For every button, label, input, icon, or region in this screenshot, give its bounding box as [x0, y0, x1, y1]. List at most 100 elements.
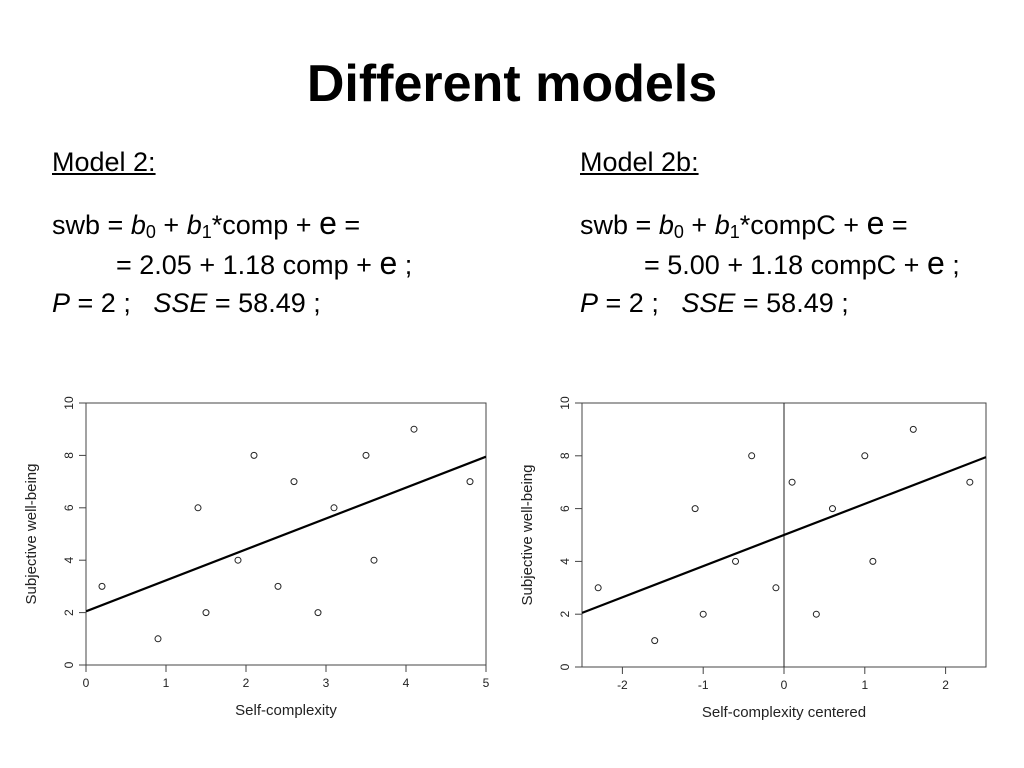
error-term: e [866, 205, 885, 241]
data-point [594, 584, 602, 592]
b1-symbol: b [714, 210, 730, 240]
data-point [98, 582, 106, 590]
equals-sign: = [635, 210, 652, 240]
model-right-heading: Model 2b: [580, 147, 699, 177]
x-tick-label: 4 [403, 676, 410, 690]
line1-end: = [891, 210, 908, 240]
fitted-equation: = 2.05 + 1.18 comp + [116, 250, 372, 280]
error-term: e [379, 245, 398, 281]
x-tick-label: -1 [698, 678, 709, 692]
line2-end: ; [404, 250, 413, 280]
model-left-equation-line1: swb = b0 + b1*comp + e = [52, 203, 360, 245]
sse-label: SSE [681, 288, 736, 318]
x-tick-label: 3 [323, 676, 330, 690]
model-left-heading: Model 2: [52, 147, 156, 177]
p-label: P [580, 288, 599, 318]
data-point [330, 504, 338, 512]
x-tick-label: 5 [483, 676, 490, 690]
data-point [250, 451, 258, 459]
predictor-term: *compC + [739, 210, 860, 240]
x-tick-label: 1 [861, 678, 868, 692]
sse-label: SSE [153, 288, 208, 318]
data-point [314, 609, 322, 617]
data-point [234, 556, 242, 564]
y-tick-label: 0 [62, 661, 76, 668]
x-tick-label: 0 [781, 678, 788, 692]
data-point [651, 637, 659, 645]
y-tick-label: 0 [558, 663, 572, 670]
x-tick-label: 2 [243, 676, 250, 690]
regression-line [86, 455, 486, 613]
data-point [691, 505, 699, 513]
data-point [748, 452, 756, 460]
data-point [828, 505, 836, 513]
data-point [788, 478, 796, 486]
y-tick-label: 4 [62, 557, 76, 564]
plus-sign: + [163, 210, 180, 240]
data-point [274, 582, 282, 590]
x-tick-label: 1 [163, 676, 170, 690]
scatter-plot-left: 0 1 2 3 4 5 0 2 4 6 8 10 Self-complexity Subjective w… [23, 396, 490, 719]
b0-subscript: 0 [145, 222, 156, 242]
sse-value: = 58.49 ; [742, 288, 849, 318]
line2-end: ; [952, 250, 960, 280]
data-point [812, 610, 820, 618]
b1-symbol: b [186, 210, 202, 240]
data-point [966, 478, 974, 486]
regression-line [582, 456, 986, 614]
p-value: = 2 ; [605, 288, 659, 318]
data-point [202, 609, 210, 617]
data-point [410, 425, 418, 433]
y-tick-label: 2 [558, 611, 572, 618]
x-axis-label: Self-complexity [235, 702, 337, 719]
plot-frame [85, 402, 487, 666]
y-tick-label: 10 [558, 396, 572, 410]
y-tick-label: 4 [558, 558, 572, 565]
data-point [732, 557, 740, 565]
data-point [869, 557, 877, 565]
line1-end: = [344, 210, 361, 240]
predictor-term: *comp + [211, 210, 312, 240]
model-left-equation-line2: = 2.05 + 1.18 comp + e ; [116, 243, 412, 285]
equals-sign: = [107, 210, 124, 240]
y-tick-label: 6 [62, 504, 76, 511]
slide-title: Different models [306, 55, 718, 113]
model-right-stats: P = 2 ; SSE = 58.49 ; [580, 283, 849, 323]
plus-sign: + [691, 210, 708, 240]
y-tick-label: 2 [62, 609, 76, 616]
data-point [154, 635, 162, 643]
error-term: e [926, 245, 945, 281]
y-tick-label: 6 [558, 505, 572, 512]
data-point [861, 452, 869, 460]
model-left-stats: P = 2 ; SSE = 58.49 ; [52, 283, 321, 323]
data-point [466, 478, 474, 486]
p-label: P [52, 288, 71, 318]
x-tick-label: -2 [617, 678, 628, 692]
model-right-equation-line1: swb = b0 + b1*compC + e = [580, 203, 908, 245]
b0-symbol: b [130, 210, 146, 240]
error-term: e [319, 205, 337, 241]
data-point [699, 610, 707, 618]
lhs-variable: swb [580, 210, 629, 240]
x-axis-label: Self-complexity centered [702, 704, 866, 721]
b0-symbol: b [658, 210, 674, 240]
fitted-equation: = 5.00 + 1.18 compC + [644, 250, 920, 280]
b1-subscript: 1 [729, 222, 740, 242]
y-tick-label: 8 [62, 452, 76, 459]
lhs-variable: swb [52, 210, 101, 240]
y-axis-label: Subjective well-being [23, 464, 40, 605]
x-tick-label: 2 [942, 678, 949, 692]
data-point [370, 556, 378, 564]
data-point [362, 451, 370, 459]
data-point [290, 478, 298, 486]
b0-subscript: 0 [673, 222, 684, 242]
model-right-equation-line2: = 5.00 + 1.18 compC + e ; [644, 243, 960, 285]
y-tick-label: 8 [558, 452, 572, 459]
data-point [194, 504, 202, 512]
x-tick-label: 0 [83, 676, 90, 690]
b1-subscript: 1 [201, 222, 212, 242]
y-tick-label: 10 [62, 396, 76, 410]
data-point [772, 584, 780, 592]
sse-value: = 58.49 ; [214, 288, 321, 318]
p-value: = 2 ; [77, 288, 131, 318]
